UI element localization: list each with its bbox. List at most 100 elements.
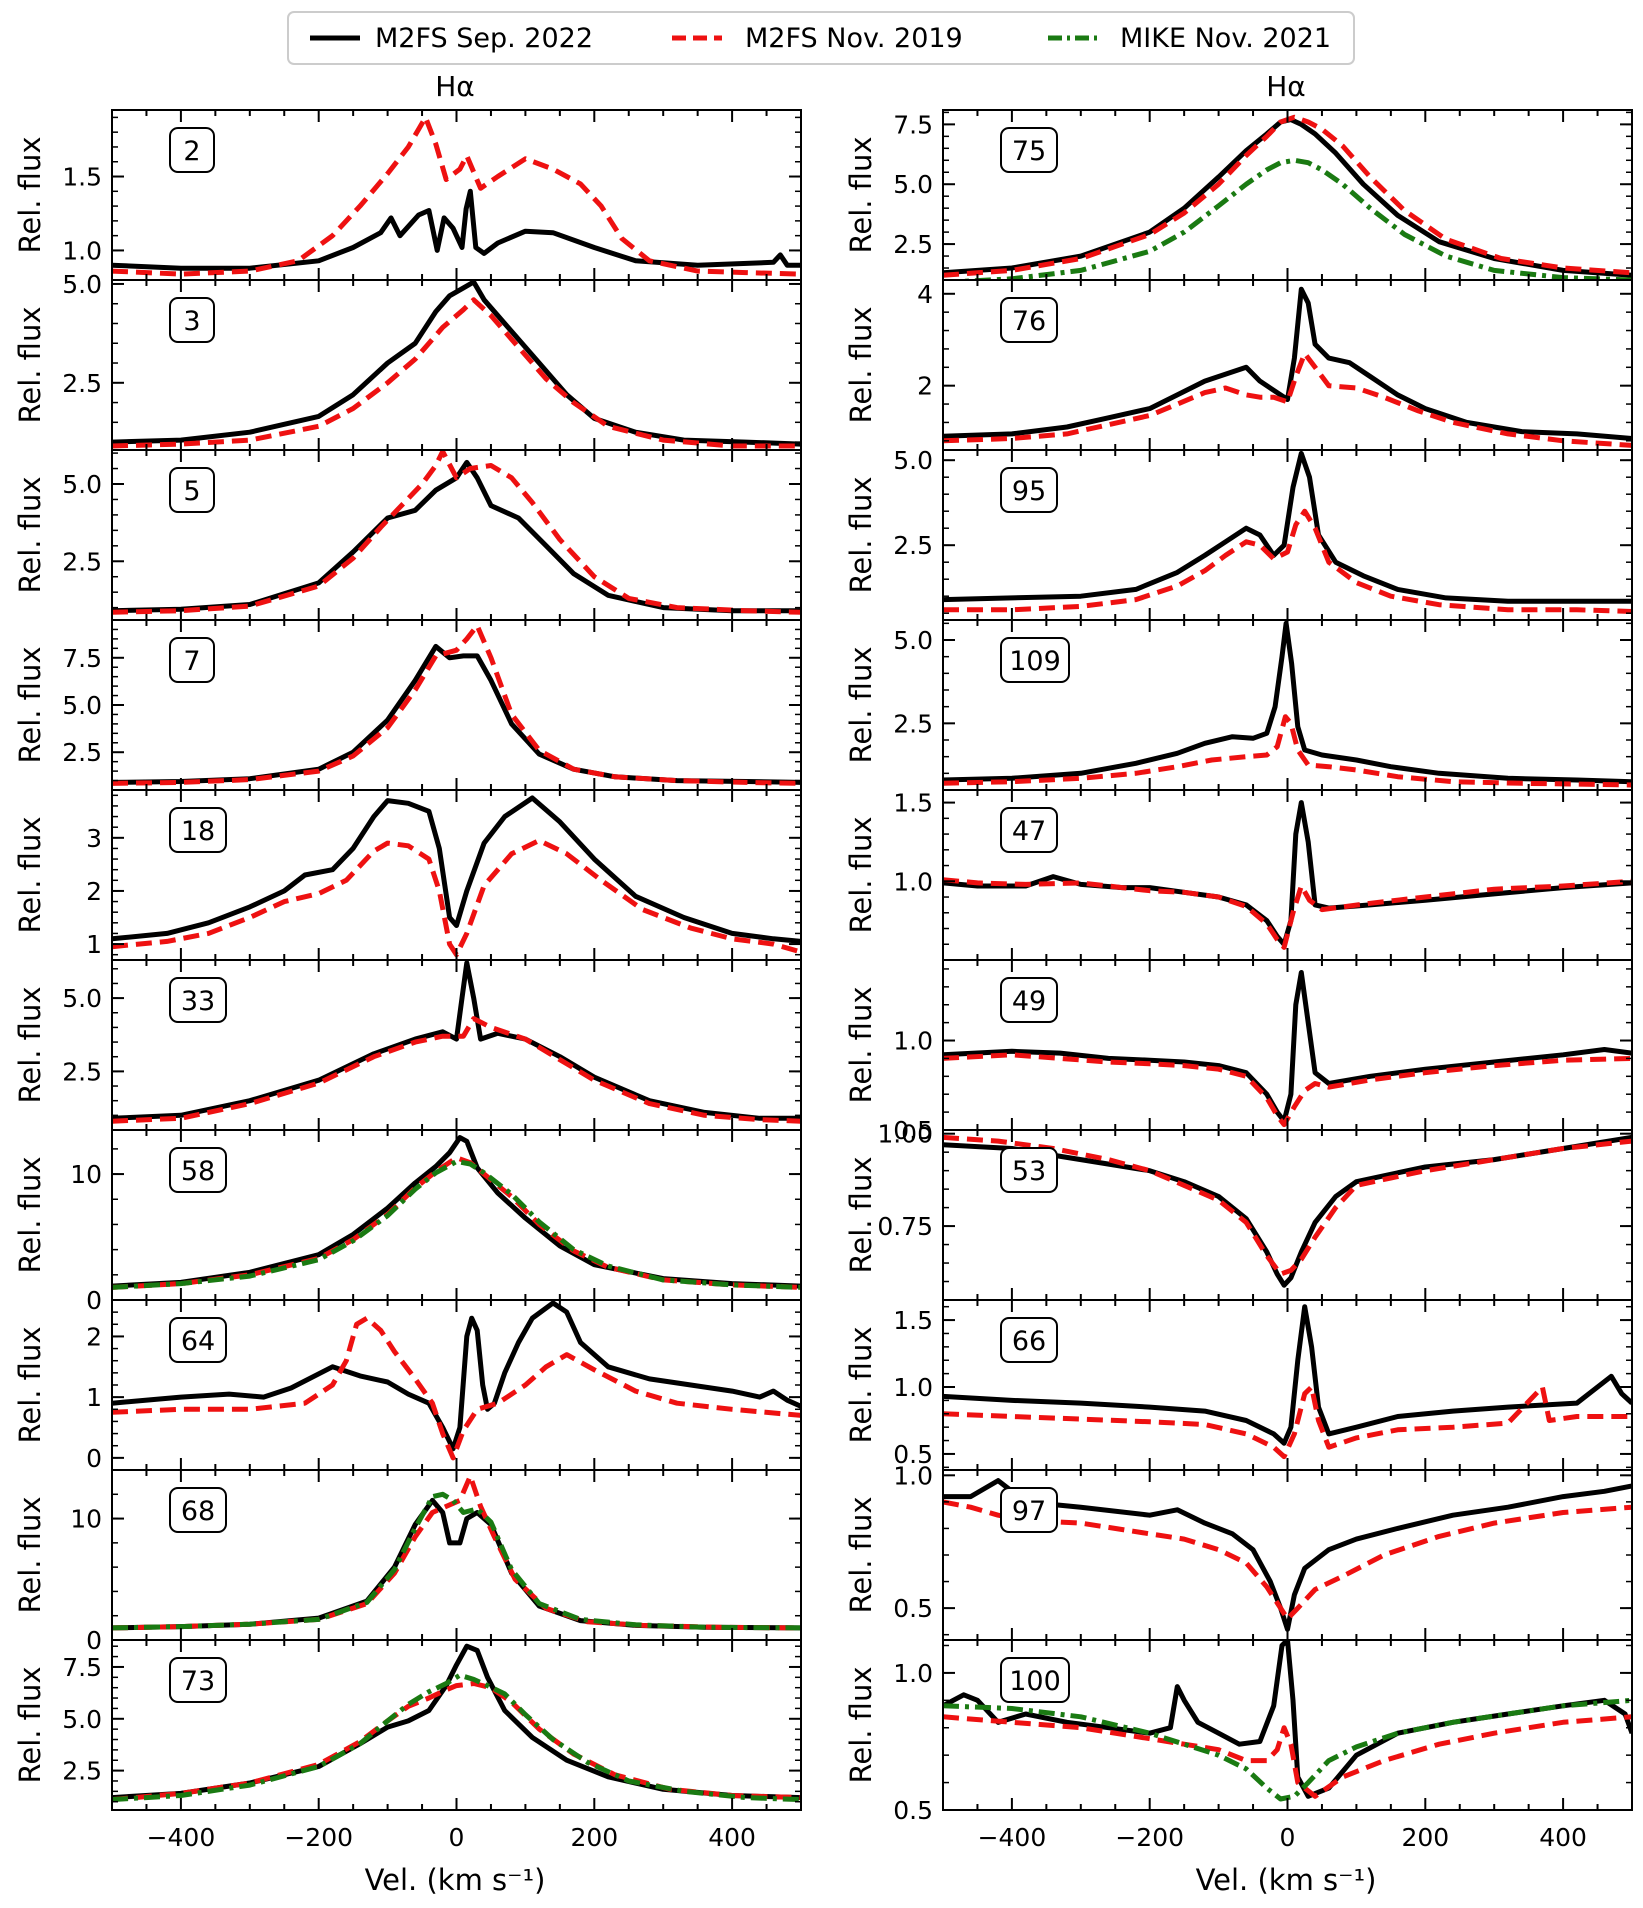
y-tick-label-75: 7.5 bbox=[893, 110, 933, 139]
y-tick-label-73: 2.5 bbox=[62, 1757, 102, 1786]
y-tick-label-73: 5.0 bbox=[62, 1705, 102, 1734]
y-tick-label-53: 1.00 bbox=[877, 1120, 933, 1149]
x-tick-label-col1: 0 bbox=[1280, 1823, 1296, 1852]
y-tick-label-5: 5.0 bbox=[62, 470, 102, 499]
y-tick-label-66: 1.5 bbox=[893, 1306, 933, 1335]
panel-id-label-18: 18 bbox=[181, 816, 215, 847]
y-axis-label-2: Rel. flux bbox=[13, 137, 47, 254]
y-tick-label-3: 5.0 bbox=[62, 270, 102, 299]
x-tick-label-col0: 200 bbox=[570, 1823, 618, 1852]
x-tick-label-col0: 0 bbox=[449, 1823, 465, 1852]
y-tick-label-66: 1.0 bbox=[893, 1373, 933, 1402]
y-axis-label-76: Rel. flux bbox=[844, 307, 878, 424]
y-tick-label-7: 2.5 bbox=[62, 738, 102, 767]
panel-id-label-58: 58 bbox=[181, 1156, 215, 1187]
series-m2fs-nov-2019-panel-2 bbox=[112, 114, 801, 277]
y-tick-label-97: 0.5 bbox=[893, 1594, 933, 1623]
panel-id-label-68: 68 bbox=[181, 1496, 215, 1527]
series-m2fs-sep-2022-panel-76 bbox=[943, 286, 1632, 441]
x-tick-label-col1: 400 bbox=[1539, 1823, 1587, 1852]
x-tick-label-col0: −400 bbox=[147, 1823, 216, 1852]
panel-7: 2.5 5.0 7.5 Rel. flux 7 bbox=[13, 619, 802, 791]
panel-id-box-33 bbox=[169, 977, 227, 1023]
y-tick-label-18: 2 bbox=[86, 877, 102, 906]
series-m2fs-nov-2019-panel-66 bbox=[943, 1384, 1632, 1460]
y-tick-label-97: 1.0 bbox=[893, 1461, 933, 1490]
y-tick-label-75: 2.5 bbox=[893, 230, 933, 259]
panel-5: 2.5 5.0 Rel. flux 5 bbox=[13, 449, 802, 621]
series-m2fs-sep-2022-panel-33 bbox=[112, 960, 801, 1121]
series-m2fs-sep-2022-panel-7 bbox=[112, 643, 801, 785]
y-tick-label-7: 5.0 bbox=[62, 691, 102, 720]
panel-id-box-3 bbox=[169, 297, 215, 343]
y-tick-label-64: 2 bbox=[86, 1322, 102, 1351]
series-m2fs-nov-2019-panel-109 bbox=[943, 714, 1632, 788]
panel-id-box-47 bbox=[1000, 807, 1058, 853]
series-m2fs-nov-2019-panel-3 bbox=[112, 297, 801, 449]
panel-id-label-64: 64 bbox=[181, 1326, 215, 1357]
panel-id-label-95: 95 bbox=[1012, 476, 1046, 507]
panel-id-label-3: 3 bbox=[183, 306, 200, 337]
panel-id-label-75: 75 bbox=[1012, 136, 1046, 167]
y-tick-label-95: 2.5 bbox=[893, 531, 933, 560]
y-axis-label-100: Rel. flux bbox=[844, 1667, 878, 1784]
series-m2fs-nov-2019-panel-18 bbox=[112, 838, 801, 958]
panel-id-box-49 bbox=[1000, 977, 1058, 1023]
y-tick-label-47: 1.0 bbox=[893, 867, 933, 896]
series-m2fs-nov-2019-panel-73 bbox=[112, 1681, 801, 1803]
panel-id-label-100: 100 bbox=[1009, 1666, 1061, 1697]
series-m2fs-nov-2019-panel-53 bbox=[943, 1134, 1632, 1277]
y-tick-label-109: 5.0 bbox=[893, 626, 933, 655]
y-tick-label-64: 0 bbox=[86, 1444, 102, 1473]
panel-id-label-76: 76 bbox=[1012, 306, 1046, 337]
panel-id-label-2: 2 bbox=[183, 136, 200, 167]
panel-id-box-2 bbox=[169, 127, 215, 173]
panel-33: 2.5 5.0 Rel. flux 33 bbox=[13, 959, 802, 1131]
x-tick-label-col1: −400 bbox=[978, 1823, 1047, 1852]
y-tick-label-2: 1.5 bbox=[62, 163, 102, 192]
panel-frame-3 bbox=[111, 279, 802, 451]
panel-id-box-109 bbox=[1000, 637, 1070, 683]
y-axis-label-66: Rel. flux bbox=[844, 1327, 878, 1444]
panel-49: 0.5 1.0 Rel. flux 49 bbox=[844, 959, 1633, 1145]
column-title-right: Hα bbox=[1266, 70, 1306, 103]
series-m2fs-sep-2022-panel-2 bbox=[112, 188, 801, 271]
y-tick-label-33: 5.0 bbox=[62, 984, 102, 1013]
panel-id-box-5 bbox=[169, 467, 215, 513]
panel-76: 2 4 Rel. flux 76 bbox=[844, 279, 1633, 451]
y-tick-label-76: 2 bbox=[917, 372, 933, 401]
y-axis-label-95: Rel. flux bbox=[844, 477, 878, 594]
legend: M2FS Sep. 2022 M2FS Nov. 2019 MIKE Nov. … bbox=[287, 11, 1355, 65]
panel-58: 0 10 Rel. flux 58 bbox=[13, 1129, 802, 1315]
y-tick-label-33: 2.5 bbox=[62, 1057, 102, 1086]
panel-68: 0 10 Rel. flux 68 bbox=[13, 1469, 802, 1655]
series-m2fs-nov-2019-panel-49 bbox=[943, 1052, 1632, 1128]
panel-53: 0.75 1.00 Rel. flux 53 bbox=[844, 1120, 1633, 1301]
panel-id-box-73 bbox=[169, 1657, 227, 1703]
y-axis-label-58: Rel. flux bbox=[13, 1157, 47, 1274]
series-m2fs-nov-2019-panel-47 bbox=[943, 877, 1632, 950]
panel-id-label-49: 49 bbox=[1012, 986, 1046, 1017]
y-tick-label-3: 2.5 bbox=[62, 369, 102, 398]
y-tick-label-58: 10 bbox=[70, 1160, 102, 1189]
y-axis-label-33: Rel. flux bbox=[13, 987, 47, 1104]
y-tick-label-100: 0.5 bbox=[893, 1796, 933, 1825]
panel-109: 2.5 5.0 Rel. flux 109 bbox=[844, 619, 1633, 791]
x-tick-label-col1: −200 bbox=[1115, 1823, 1184, 1852]
series-m2fs-nov-2019-panel-100 bbox=[943, 1714, 1632, 1799]
panel-75: 2.5 5.0 7.5 Rel. flux 75 bbox=[844, 109, 1633, 281]
series-m2fs-sep-2022-panel-53 bbox=[943, 1134, 1632, 1288]
series-m2fs-sep-2022-panel-3 bbox=[112, 280, 801, 447]
x-axis-label-right: Vel. (km s⁻¹) bbox=[1196, 1863, 1377, 1897]
panel-frame-2 bbox=[111, 109, 802, 281]
panel-id-label-33: 33 bbox=[181, 986, 215, 1017]
y-tick-label-2: 1.0 bbox=[62, 236, 102, 265]
panel-frame-7 bbox=[111, 619, 802, 791]
y-tick-label-75: 5.0 bbox=[893, 170, 933, 199]
y-tick-label-73: 7.5 bbox=[62, 1653, 102, 1682]
y-axis-label-64: Rel. flux bbox=[13, 1327, 47, 1444]
panels: 1.0 1.5 Rel. flux 2 2.5 5.0 Rel. flux 3 2.5 5.0 Re… bbox=[13, 109, 1633, 1852]
y-tick-label-64: 1 bbox=[86, 1383, 102, 1412]
y-axis-label-68: Rel. flux bbox=[13, 1497, 47, 1614]
series-mike-nov-2021-panel-73 bbox=[112, 1672, 801, 1803]
